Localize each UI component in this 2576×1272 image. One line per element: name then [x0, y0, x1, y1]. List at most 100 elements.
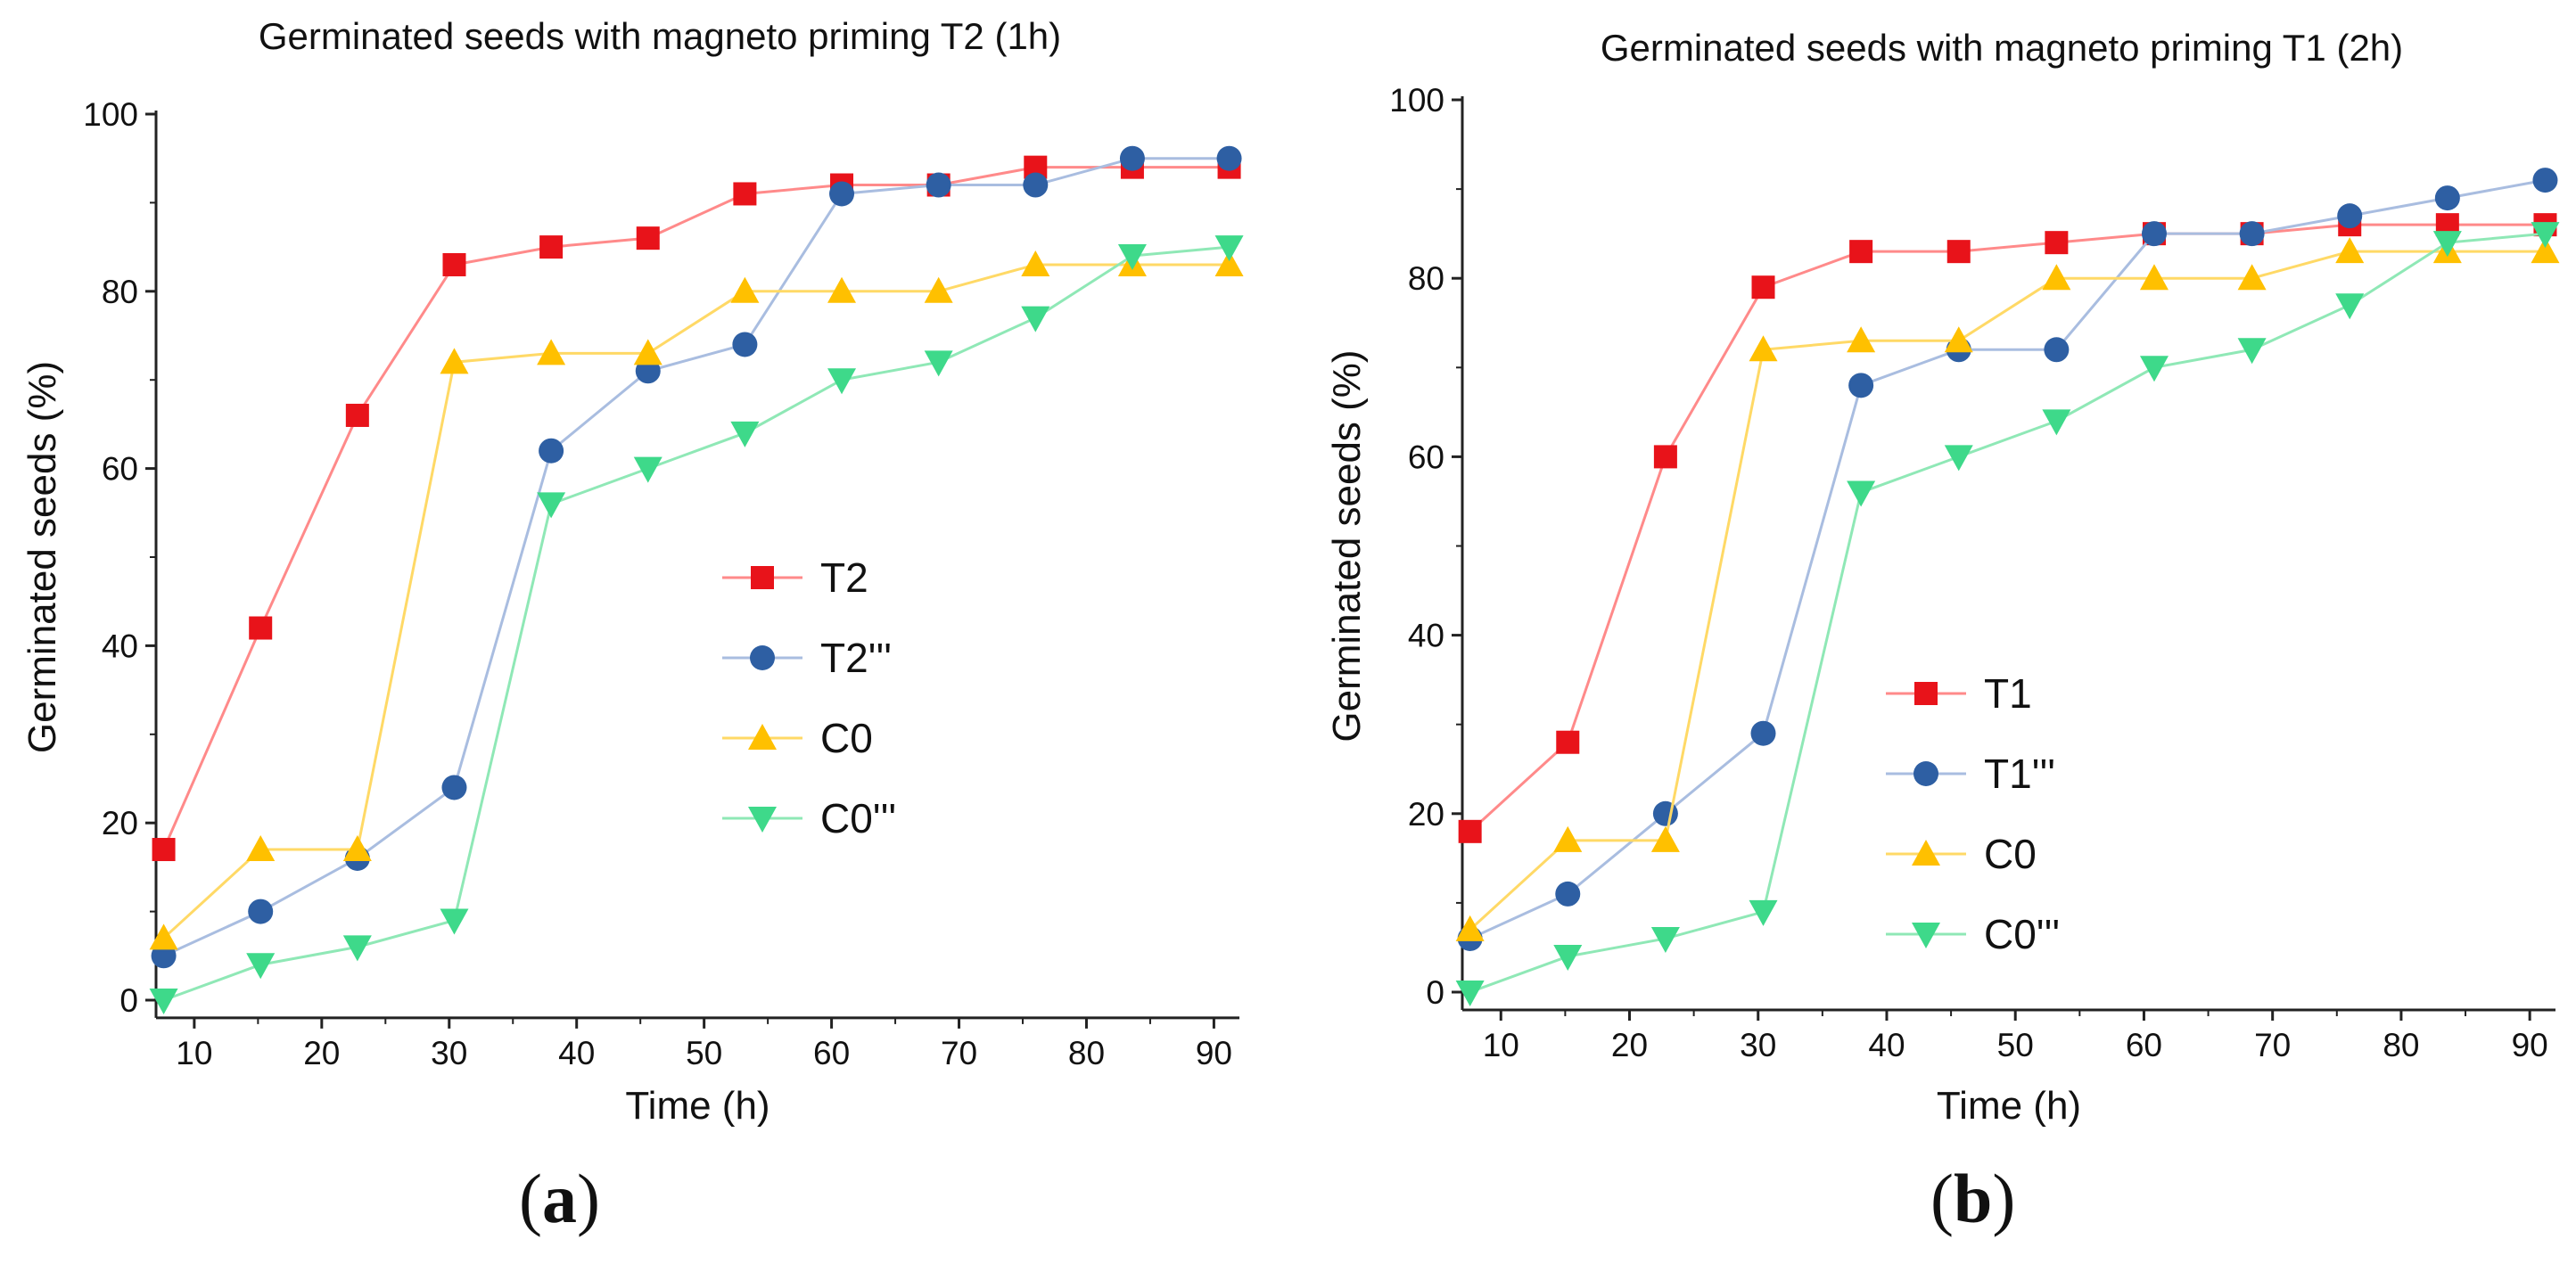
chart2-series-2-point: [2141, 221, 2167, 247]
chart2-x-tick-label: 60: [2126, 1027, 2162, 1063]
chart2-series-1: [1458, 213, 2557, 843]
chart1-series-3-line: [162, 263, 1230, 940]
chart1-y-axis-label: Germinated seeds (%): [21, 361, 64, 753]
chart1-x-tick-label: 50: [686, 1035, 722, 1071]
chart2-series-4-point: [1847, 480, 1876, 507]
chart2: 0 20 40 60 80 100 10 20 30 40 50 60 70 80 90 Germinated…: [1325, 27, 2560, 1128]
chart1-series-3-point: [537, 339, 566, 365]
chart1-series-3-point: [633, 339, 663, 365]
chart1-series-3-point: [730, 276, 760, 303]
chart2-series-2-point: [1750, 720, 1776, 746]
chart2-series-3-point: [1749, 335, 1778, 362]
chart2-series-3-line: [1469, 250, 2546, 931]
chart1-series-3-point: [149, 923, 178, 950]
chart1-series-2-point: [829, 181, 855, 207]
chart2-series-2-point: [2532, 168, 2558, 193]
chart2-y-tick-label: 40: [1408, 618, 1444, 654]
chart1-series-2-point: [539, 438, 564, 464]
chart2-legend-label: C0''': [1984, 911, 2060, 957]
chart1-series-1-line: [162, 166, 1230, 850]
chart1-series-4-point: [440, 908, 469, 935]
chart2-series-4-point: [1944, 445, 1973, 472]
chart1-series-4-line: [163, 245, 1230, 1002]
chart2-series-1-point: [1458, 819, 1482, 843]
chart2-series-3-point: [2531, 237, 2560, 264]
chart2-series-4-point: [1553, 944, 1583, 971]
chart2-legend-label: C0: [1984, 831, 2037, 877]
chart2-x-tick-label: 50: [1997, 1027, 2034, 1063]
chart2-series-3-point: [2042, 264, 2071, 291]
chart2-x-tick-label: 10: [1483, 1027, 1519, 1063]
chart1-legend-label: C0: [820, 715, 873, 761]
chart1-series-1-point: [152, 838, 176, 862]
chart1-series-4-point: [246, 953, 276, 980]
chart2-series-4-point: [2432, 231, 2462, 258]
chart2-x-tick-label: 80: [2383, 1027, 2419, 1063]
chart1-series-4-point: [537, 492, 566, 519]
chart2-x-tick-label: 30: [1740, 1027, 1776, 1063]
chart1-series-4-point: [633, 456, 663, 483]
chart1-series-2-point: [732, 332, 758, 357]
chart1-x-tick-label: 20: [303, 1035, 340, 1071]
chart2-series-2-point: [1848, 373, 1874, 398]
chart1-x-tick-label: 40: [558, 1035, 595, 1071]
chart2-series-1-point: [2045, 231, 2069, 255]
chart1-legend-label: T2''': [820, 635, 892, 681]
chart2-y-tick-label: 100: [1389, 82, 1444, 119]
chart1-series-4-point: [342, 935, 372, 962]
chart1-series-4-point: [149, 989, 178, 1014]
chart2-legend-marker: [1913, 761, 1938, 786]
chart1-series-2-point: [248, 899, 274, 924]
chart1-series-4-point: [1021, 306, 1050, 332]
chart2-x-tick-label: 70: [2254, 1027, 2291, 1063]
chart2-legend-marker: [1912, 840, 1940, 866]
chart2-series-2-point: [1652, 800, 1678, 826]
chart1-x-tick-label: 90: [1196, 1035, 1232, 1071]
chart2-legend-label: T1: [1984, 670, 2032, 717]
chart1-series-1: [152, 155, 1241, 862]
chart1-series-3-point: [827, 276, 857, 303]
chart2-series-4-point: [2139, 356, 2169, 382]
chart2-series-1-point: [1946, 240, 1971, 264]
chart1-x-tick-label: 80: [1068, 1035, 1105, 1071]
chart2-series-3-point: [2237, 264, 2267, 291]
chart2-series-3-point: [2335, 237, 2365, 264]
chart2-series-4-point: [1455, 981, 1485, 1006]
chart2-series-3-point: [1455, 915, 1485, 941]
chart1-series-3-point: [342, 835, 372, 862]
chart1-series-1-point: [636, 226, 660, 250]
chart1-x-tick-label: 60: [813, 1035, 850, 1071]
chart1-legend-marker: [748, 807, 777, 833]
chart1-series-2-point: [1119, 145, 1145, 171]
chart2-series-4-point: [2042, 409, 2071, 436]
chart1-y-tick-label: 0: [119, 982, 138, 1019]
chart1-series-4-point: [730, 421, 760, 447]
chart1-series-1-point: [733, 182, 757, 206]
chart1-y-tick-label: 60: [102, 451, 138, 488]
chart2-series-4-point: [2237, 338, 2267, 365]
chart1-series-3-point: [1021, 250, 1050, 276]
chart2-series-3-point: [1944, 326, 1973, 353]
chart1-series-2-point: [1216, 145, 1242, 171]
chart2-series-2-point: [2337, 203, 2363, 229]
chart1-legend-marker: [748, 724, 777, 750]
chart2-series-2-line: [1469, 178, 2546, 940]
chart2-series-2-point: [2044, 337, 2070, 363]
chart1-title: Germinated seeds with magneto priming T2…: [259, 15, 1061, 57]
chart1-series-2-point: [1023, 172, 1049, 198]
chart2-y-axis-label: Germinated seeds (%): [1325, 349, 1369, 742]
chart1-series-2-line: [162, 157, 1230, 957]
chart1: 0 20 40 60 80 100 10 20 30 40 50 60 70 80 90 Germinated…: [21, 15, 1244, 1128]
chart2-series-4: [1455, 222, 2560, 1006]
chart2-y-tick-label: 80: [1408, 260, 1444, 297]
chart1-series-3-point: [246, 835, 276, 862]
chart2-title: Germinated seeds with magneto priming T1…: [1601, 27, 2403, 69]
chart1-x-tick-label: 10: [176, 1035, 212, 1071]
chart2-series-2-point: [2434, 185, 2460, 211]
chart1-legend-label: T2: [820, 554, 868, 601]
panel-label-b: (b): [1930, 1160, 2016, 1237]
chart2-series-3-point: [1650, 825, 1680, 852]
chart2-series-1-point: [1556, 730, 1580, 754]
chart1-legend-label: C0''': [820, 795, 896, 841]
chart1-series-2-point: [926, 172, 951, 198]
